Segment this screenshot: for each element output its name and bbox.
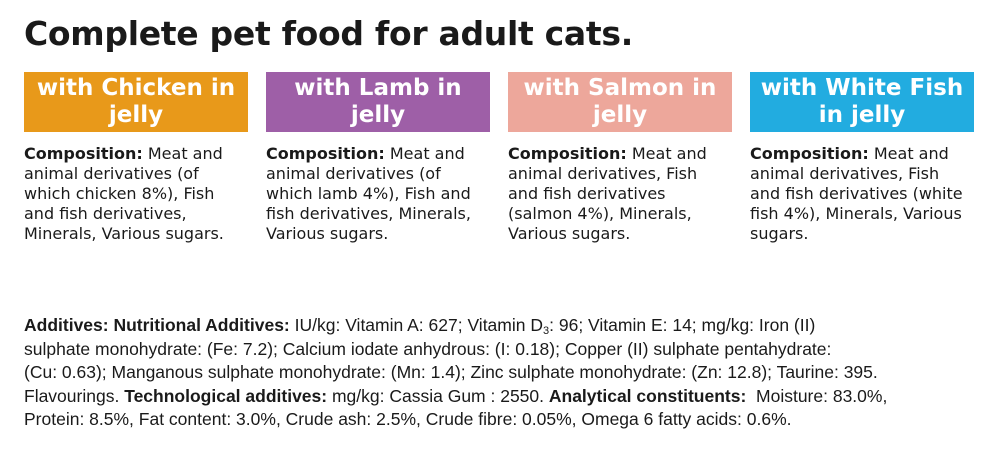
variant-white-fish: with White Fish in jelly Composition: Me…: [750, 72, 974, 244]
analytical-constituents-label: Analytical constituents:: [548, 385, 747, 406]
additives-text-1b: : 96; Vitamin E: 14; mg/kg: Iron (II): [549, 315, 816, 335]
additives-line-4: Flavourings. Technological additives: mg…: [24, 385, 984, 409]
banner-chicken: with Chicken in jelly: [24, 72, 248, 132]
variant-lamb: with Lamb in jelly Composition: Meat and…: [266, 72, 490, 244]
technological-additives-label: Technological additives:: [124, 385, 328, 406]
additives-label: Additives: Nutritional Additives:: [24, 315, 290, 335]
variant-grid: with Chicken in jelly Composition: Meat …: [24, 72, 976, 272]
banner-salmon: with Salmon in jelly: [508, 72, 732, 132]
composition-lamb-text: Meat and animal derivatives (of which la…: [266, 144, 471, 243]
vitamin-d-subscript: 3: [543, 325, 550, 337]
composition-chicken: Composition: Meat and animal derivatives…: [24, 144, 248, 244]
composition-white-fish-label: Composition:: [750, 144, 869, 163]
banner-lamb-label: with Lamb in jelly: [294, 75, 462, 128]
additives-line-5: Protein: 8.5%, Fat content: 3.0%, Crude …: [24, 409, 792, 429]
composition-lamb-label: Composition:: [266, 144, 385, 163]
page-title: Complete pet food for adult cats.: [24, 14, 633, 53]
flavourings-text: Flavourings.: [24, 385, 125, 406]
banner-white-fish-label: with White Fish in jelly: [760, 75, 964, 128]
variant-chicken: with Chicken in jelly Composition: Meat …: [24, 72, 248, 244]
technological-additives-text: mg/kg: Cassia Gum : 2550.: [327, 385, 549, 406]
variant-salmon: with Salmon in jelly Composition: Meat a…: [508, 72, 732, 244]
composition-salmon: Composition: Meat and animal derivatives…: [508, 144, 732, 244]
analytical-constituents-text: Moisture: 83.0%,: [746, 385, 888, 406]
composition-lamb: Composition: Meat and animal derivatives…: [266, 144, 490, 244]
banner-salmon-label: with Salmon in jelly: [523, 75, 717, 128]
banner-chicken-label: with Chicken in jelly: [36, 75, 236, 128]
composition-salmon-text: Meat and animal derivatives, Fish and fi…: [508, 144, 707, 243]
additives-block: Additives: Nutritional Additives: IU/kg:…: [24, 314, 984, 432]
additives-line-1: Additives: Nutritional Additives: IU/kg:…: [24, 314, 984, 338]
banner-white-fish: with White Fish in jelly: [750, 72, 974, 132]
composition-chicken-label: Composition:: [24, 144, 143, 163]
composition-chicken-text: Meat and animal derivatives (of which ch…: [24, 144, 224, 243]
composition-white-fish-text: Meat and animal derivatives, Fish and fi…: [750, 144, 963, 243]
additives-text-1a: IU/kg: Vitamin A: 627; Vitamin D: [289, 315, 543, 335]
additives-line-3: (Cu: 0.63); Manganous sulphate monohydra…: [24, 362, 878, 382]
composition-white-fish: Composition: Meat and animal derivatives…: [750, 144, 974, 244]
composition-salmon-label: Composition:: [508, 144, 627, 163]
banner-lamb: with Lamb in jelly: [266, 72, 490, 132]
additives-line-2: sulphate monohydrate: (Fe: 7.2); Calcium…: [24, 338, 832, 359]
